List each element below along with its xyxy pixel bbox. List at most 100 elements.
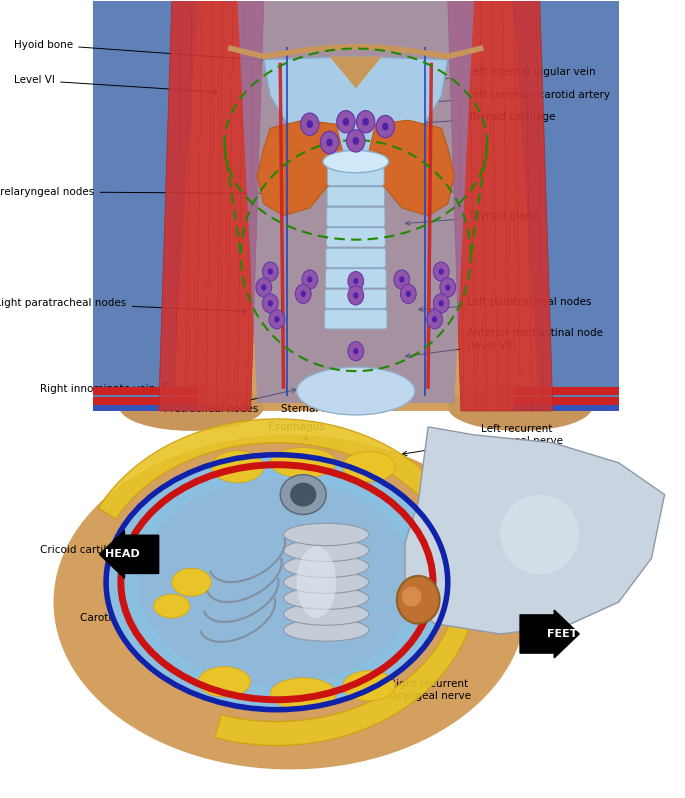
Ellipse shape (284, 539, 369, 562)
FancyBboxPatch shape (327, 207, 385, 227)
Text: Hyoid bone: Hyoid bone (14, 40, 263, 62)
Circle shape (342, 118, 349, 126)
Circle shape (256, 278, 272, 297)
Circle shape (347, 130, 365, 152)
Ellipse shape (53, 435, 527, 769)
Circle shape (356, 111, 375, 133)
Text: Cricoid cartilage: Cricoid cartilage (40, 545, 211, 556)
Ellipse shape (106, 455, 448, 709)
Circle shape (348, 342, 364, 361)
Ellipse shape (284, 587, 369, 610)
Polygon shape (329, 57, 382, 89)
Circle shape (269, 310, 285, 329)
Polygon shape (369, 120, 454, 215)
Bar (27, 1, 684, 411)
Bar (514, 405, 619, 411)
Circle shape (302, 270, 318, 289)
Ellipse shape (280, 475, 326, 515)
Text: Sternal notch: Sternal notch (448, 498, 544, 512)
Text: Left common carotid artery: Left common carotid artery (425, 89, 610, 105)
Circle shape (262, 294, 278, 313)
Circle shape (295, 284, 311, 303)
Text: HEAD: HEAD (105, 549, 140, 559)
Ellipse shape (284, 523, 369, 546)
Circle shape (401, 284, 416, 303)
Ellipse shape (402, 587, 421, 606)
Text: Left recurrent
laryngeal nerve: Left recurrent laryngeal nerve (402, 424, 562, 456)
Text: Right recurrent
laryngeal nerve: Right recurrent laryngeal nerve (360, 662, 471, 701)
Ellipse shape (172, 568, 211, 596)
Ellipse shape (297, 367, 415, 415)
Polygon shape (93, 1, 198, 411)
Ellipse shape (119, 383, 264, 431)
FancyBboxPatch shape (326, 228, 385, 247)
Polygon shape (99, 419, 477, 745)
Circle shape (353, 348, 358, 354)
Ellipse shape (323, 151, 388, 172)
Circle shape (326, 139, 333, 147)
Polygon shape (93, 1, 619, 411)
FancyBboxPatch shape (326, 248, 386, 267)
Circle shape (274, 316, 279, 322)
Circle shape (440, 278, 456, 297)
Circle shape (445, 284, 451, 290)
Circle shape (376, 116, 395, 138)
Text: Anterior mediastinal node
(level VII): Anterior mediastinal node (level VII) (406, 329, 603, 358)
Circle shape (262, 262, 278, 281)
Circle shape (268, 268, 273, 275)
Circle shape (306, 120, 313, 128)
Circle shape (406, 290, 411, 297)
Circle shape (353, 278, 358, 284)
Circle shape (399, 276, 404, 282)
Text: Right innominate vein: Right innominate vein (40, 381, 168, 394)
Circle shape (438, 268, 444, 275)
Circle shape (268, 300, 273, 306)
FancyArrow shape (520, 610, 580, 658)
Bar (93, 387, 198, 395)
Polygon shape (238, 1, 474, 403)
Polygon shape (264, 57, 448, 156)
Text: Thyroid gland: Thyroid gland (406, 211, 539, 225)
Circle shape (307, 276, 312, 282)
Ellipse shape (139, 479, 415, 685)
Ellipse shape (397, 576, 440, 624)
Ellipse shape (271, 448, 336, 478)
Ellipse shape (271, 678, 336, 709)
Circle shape (362, 118, 369, 126)
Polygon shape (159, 1, 264, 411)
FancyBboxPatch shape (327, 187, 384, 206)
Bar (93, 405, 198, 411)
Ellipse shape (284, 619, 369, 641)
Ellipse shape (198, 666, 251, 697)
Circle shape (353, 292, 358, 298)
Circle shape (432, 316, 437, 322)
Circle shape (348, 271, 364, 290)
Circle shape (438, 300, 444, 306)
Polygon shape (257, 120, 342, 215)
Circle shape (348, 286, 364, 305)
Text: FEET: FEET (547, 629, 578, 639)
Ellipse shape (290, 483, 316, 507)
Circle shape (337, 111, 355, 133)
Bar (93, 397, 198, 407)
Circle shape (301, 113, 319, 136)
Ellipse shape (342, 452, 395, 482)
Polygon shape (514, 1, 619, 411)
Circle shape (434, 262, 449, 281)
Ellipse shape (284, 555, 369, 578)
Text: Prelaryngeal nodes: Prelaryngeal nodes (0, 187, 273, 197)
FancyBboxPatch shape (327, 167, 384, 185)
Text: Thyroid cartilage: Thyroid cartilage (406, 112, 556, 126)
Bar (514, 387, 619, 395)
Text: Sternal notch: Sternal notch (282, 391, 351, 414)
Text: Level VI: Level VI (14, 75, 217, 94)
Circle shape (434, 294, 449, 313)
Circle shape (301, 290, 306, 297)
Ellipse shape (153, 595, 190, 618)
FancyBboxPatch shape (325, 310, 387, 329)
FancyBboxPatch shape (325, 290, 386, 308)
Circle shape (394, 270, 410, 289)
Polygon shape (329, 152, 382, 172)
Text: Carotid artery: Carotid artery (80, 605, 263, 623)
Bar (27, 411, 684, 797)
